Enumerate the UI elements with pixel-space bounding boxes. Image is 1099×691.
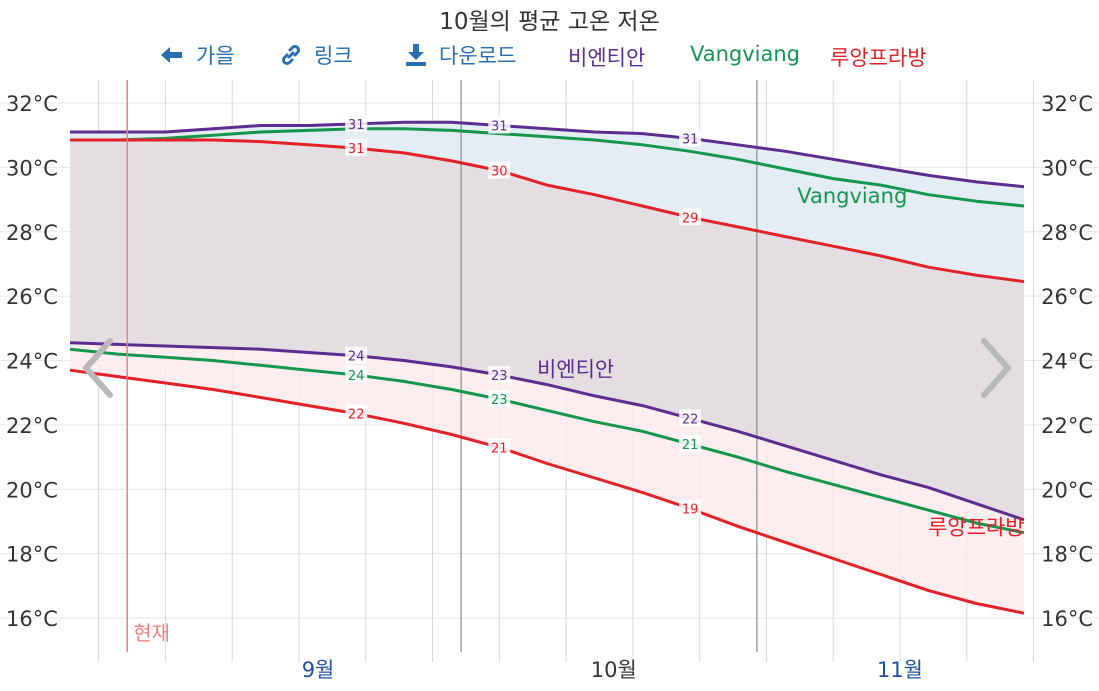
point-label: 22 [348, 408, 365, 423]
point-label: 31 [491, 120, 508, 135]
point-label: 21 [491, 441, 508, 456]
y-tick-label-left: 20°C [6, 478, 58, 502]
link-icon [281, 44, 301, 66]
point-label: 22 [682, 412, 699, 427]
y-tick-label-left: 32°C [6, 92, 58, 116]
series-line-low [69, 368, 1025, 615]
series-line-low [69, 347, 1025, 535]
back-button[interactable]: 가을 [160, 40, 235, 70]
series-line-low [69, 341, 1025, 522]
point-label-bg [488, 365, 511, 383]
download-button[interactable]: 다운로드 [405, 40, 516, 70]
series-name-label: 루앙프라방 [928, 515, 1025, 539]
point-label-bg [679, 499, 702, 517]
legend-item-vientiane[interactable]: 비엔티안 [568, 46, 646, 70]
point-label-bg [345, 365, 368, 383]
back-button-label: 가을 [196, 44, 235, 68]
point-label: 21 [682, 438, 699, 453]
series-line-high [70, 127, 1025, 208]
y-tick-label-left: 30°C [6, 156, 58, 180]
link-button-label: 링크 [314, 44, 353, 68]
high-temperature-band [70, 122, 1024, 282]
point-label: 31 [348, 118, 365, 133]
previous-month-button[interactable] [78, 333, 118, 403]
y-tick-label-left: 18°C [6, 543, 58, 567]
y-tick-label-left: 28°C [6, 221, 58, 245]
point-label-bg [679, 435, 702, 453]
y-tick-label-left: 16°C [6, 607, 58, 631]
mid-temperature-band [70, 140, 1024, 520]
arrow-left-icon [161, 47, 182, 63]
point-label: 29 [682, 211, 699, 226]
point-label-bg [679, 409, 702, 427]
y-tick-label-right: 32°C [1041, 92, 1093, 116]
point-label-bg [679, 129, 702, 147]
download-button-label: 다운로드 [439, 44, 517, 68]
point-label-bg [345, 404, 368, 422]
chevron-right-icon [981, 338, 1011, 398]
series-line-high [70, 138, 1025, 284]
y-tick-label-right: 24°C [1041, 350, 1093, 374]
legend-item-luangprabang[interactable]: 루앙프라방 [830, 46, 927, 70]
y-tick-label-right: 30°C [1041, 156, 1093, 180]
point-label: 24 [348, 369, 365, 384]
y-tick-label-left: 22°C [6, 414, 58, 438]
point-label: 31 [682, 132, 699, 147]
low-temperature-band [70, 342, 1024, 614]
y-tick-label-right: 16°C [1041, 607, 1093, 631]
x-month-label[interactable]: 9월 [302, 658, 335, 682]
series-name-label: 비엔티안 [537, 358, 614, 382]
y-tick-label-right: 26°C [1041, 285, 1093, 309]
point-label: 23 [491, 369, 508, 384]
x-month-label: 10월 [591, 658, 637, 682]
point-label-bg [345, 139, 368, 157]
toolbar: 가을 링크 다운로드 비엔티안 Vangviang 루앙프라방 [0, 40, 1099, 72]
y-tick-label-right: 18°C [1041, 543, 1093, 567]
download-icon [406, 44, 426, 66]
series-line-high [70, 120, 1025, 189]
chart-title: 10월의 평균 고온 저온 [439, 9, 660, 35]
y-tick-label-left: 26°C [6, 285, 58, 309]
next-month-button[interactable] [976, 333, 1016, 403]
chevron-left-icon [83, 338, 113, 398]
point-label-bg [488, 438, 511, 456]
point-label-bg [345, 346, 368, 364]
y-tick-label-right: 28°C [1041, 221, 1093, 245]
point-label-bg [488, 116, 511, 134]
point-label: 30 [491, 165, 508, 180]
link-button[interactable]: 링크 [280, 40, 353, 70]
point-label-bg [488, 390, 511, 408]
point-label: 19 [682, 503, 699, 518]
point-label-bg [488, 161, 511, 179]
now-label: 현재 [133, 621, 170, 645]
point-label-bg [345, 114, 368, 132]
point-label-bg [679, 208, 702, 226]
series-name-label: Vangviang [797, 184, 907, 208]
x-month-label[interactable]: 11월 [877, 658, 923, 682]
point-label: 23 [491, 393, 508, 408]
point-label: 31 [348, 142, 365, 157]
y-tick-label-right: 22°C [1041, 414, 1093, 438]
y-tick-label-right: 20°C [1041, 478, 1093, 502]
y-tick-label-left: 24°C [6, 350, 58, 374]
legend-item-vangviang[interactable]: Vangviang [690, 42, 801, 66]
point-label: 24 [348, 350, 365, 365]
